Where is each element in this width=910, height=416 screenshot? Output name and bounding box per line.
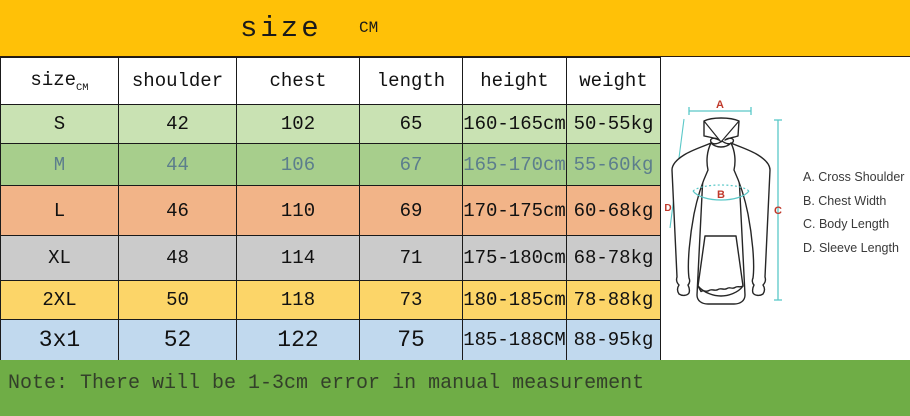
- svg-text:C: C: [774, 205, 782, 217]
- svg-text:A: A: [716, 99, 724, 111]
- svg-text:D: D: [664, 203, 671, 214]
- svg-text:B: B: [717, 189, 725, 201]
